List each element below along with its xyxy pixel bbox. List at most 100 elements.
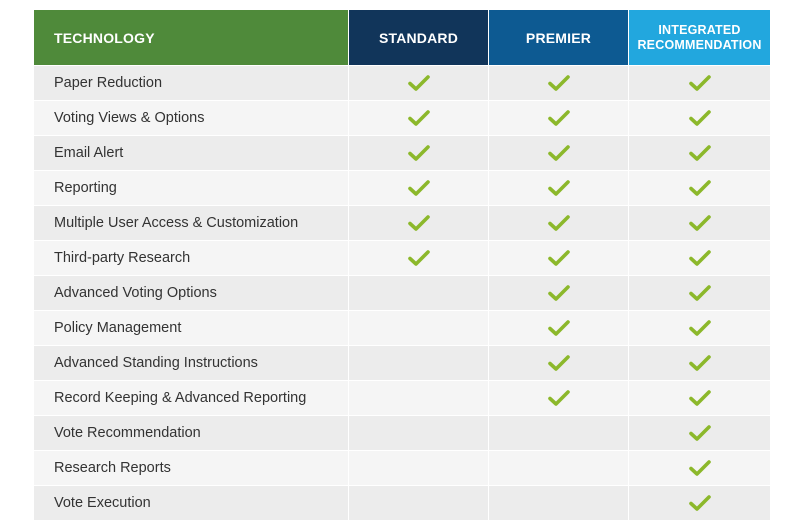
feature-name: Voting Views & Options [34,100,349,135]
check-icon [547,179,570,197]
check-icon [688,319,711,337]
check-icon [547,354,570,372]
standard-cell [349,135,489,170]
standard-cell [349,380,489,415]
table-row: Policy Management [34,310,770,345]
feature-name: Research Reports [34,450,349,485]
check-icon [407,144,430,162]
check-icon [407,214,430,232]
check-icon [688,249,711,267]
premier-cell [489,275,629,310]
premier-cell [489,380,629,415]
check-icon [547,144,570,162]
premier-cell [489,205,629,240]
table-row: Vote Recommendation [34,415,770,450]
check-icon [407,249,430,267]
feature-name: Email Alert [34,135,349,170]
premier-cell [489,65,629,100]
premier-cell [489,310,629,345]
standard-cell [349,345,489,380]
check-icon [688,494,711,512]
standard-cell [349,65,489,100]
integrated-cell [629,415,770,450]
table-row: Third-party Research [34,240,770,275]
check-icon [688,109,711,127]
standard-cell [349,310,489,345]
check-icon [688,214,711,232]
check-icon [407,109,430,127]
standard-cell [349,450,489,485]
check-icon [547,319,570,337]
table-row: Advanced Voting Options [34,275,770,310]
table-row: Paper Reduction [34,65,770,100]
check-icon [547,109,570,127]
table-body: Paper Reduction Voting Views & Options Ema… [34,65,770,520]
integrated-cell [629,100,770,135]
feature-name: Advanced Standing Instructions [34,345,349,380]
table-row: Vote Execution [34,485,770,520]
feature-name: Vote Execution [34,485,349,520]
standard-cell [349,240,489,275]
feature-name: Third-party Research [34,240,349,275]
premier-cell [489,135,629,170]
integrated-cell [629,345,770,380]
standard-cell [349,415,489,450]
check-icon [688,284,711,302]
premier-cell [489,450,629,485]
check-icon [407,179,430,197]
standard-cell [349,100,489,135]
table-header-row: TECHNOLOGY STANDARD PREMIER INTEGRATED R… [34,10,770,65]
integrated-cell [629,485,770,520]
integrated-cell [629,205,770,240]
feature-name: Paper Reduction [34,65,349,100]
check-icon [688,144,711,162]
check-icon [688,459,711,477]
check-icon [547,249,570,267]
feature-name: Record Keeping & Advanced Reporting [34,380,349,415]
premier-cell [489,485,629,520]
check-icon [547,214,570,232]
premier-cell [489,170,629,205]
check-icon [547,284,570,302]
feature-comparison-table: TECHNOLOGY STANDARD PREMIER INTEGRATED R… [34,10,770,520]
integrated-cell [629,380,770,415]
table-row: Advanced Standing Instructions [34,345,770,380]
integrated-cell [629,240,770,275]
integrated-cell [629,450,770,485]
check-icon [547,74,570,92]
check-icon [688,424,711,442]
premier-header: PREMIER [489,10,629,65]
standard-header: STANDARD [349,10,489,65]
table-row: Research Reports [34,450,770,485]
feature-name: Policy Management [34,310,349,345]
table-row: Voting Views & Options [34,100,770,135]
check-icon [688,179,711,197]
integrated-cell [629,135,770,170]
check-icon [547,389,570,407]
feature-name: Reporting [34,170,349,205]
integrated-cell [629,310,770,345]
feature-name: Multiple User Access & Customization [34,205,349,240]
standard-cell [349,205,489,240]
integrated-recommendation-header: INTEGRATED RECOMMENDATION [629,10,770,65]
integrated-cell [629,65,770,100]
standard-cell [349,485,489,520]
table-row: Record Keeping & Advanced Reporting [34,380,770,415]
table-row: Multiple User Access & Customization [34,205,770,240]
check-icon [688,389,711,407]
standard-cell [349,275,489,310]
table-row: Email Alert [34,135,770,170]
premier-cell [489,345,629,380]
feature-name: Advanced Voting Options [34,275,349,310]
check-icon [407,74,430,92]
premier-cell [489,415,629,450]
integrated-cell [629,275,770,310]
check-icon [688,354,711,372]
premier-cell [489,100,629,135]
technology-header: TECHNOLOGY [34,10,349,65]
standard-cell [349,170,489,205]
integrated-cell [629,170,770,205]
feature-name: Vote Recommendation [34,415,349,450]
premier-cell [489,240,629,275]
check-icon [688,74,711,92]
